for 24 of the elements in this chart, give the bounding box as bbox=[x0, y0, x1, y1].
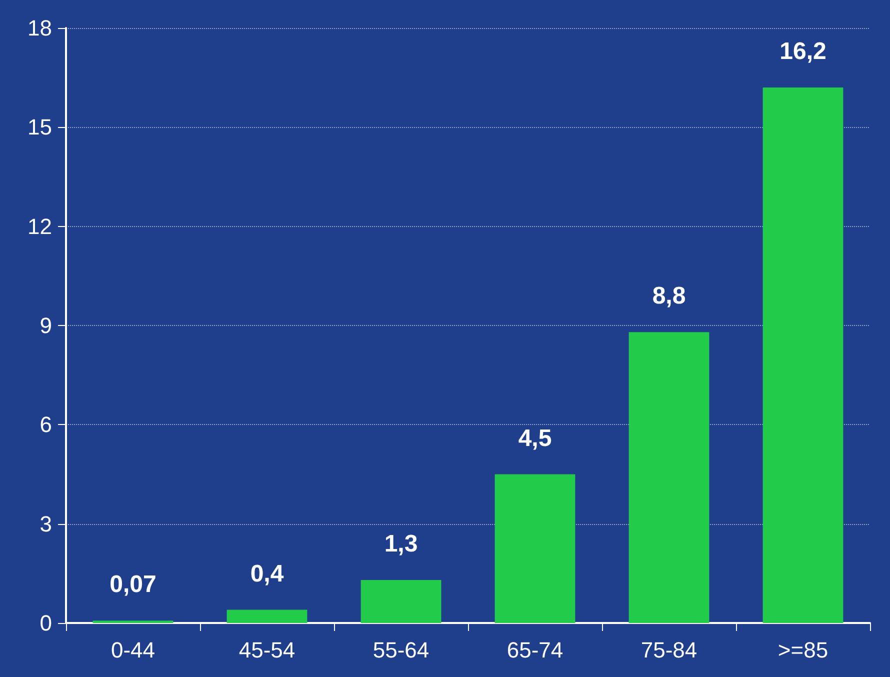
y-tick-label: 9 bbox=[40, 313, 52, 338]
y-tick-label: 18 bbox=[28, 16, 52, 40]
x-tick-label: 65-74 bbox=[506, 638, 564, 662]
data-label: 0,4 bbox=[250, 560, 284, 588]
bar bbox=[762, 88, 844, 623]
y-tick-label: 6 bbox=[40, 412, 52, 438]
data-label: 1,3 bbox=[384, 530, 418, 558]
x-tick-label: 45-54 bbox=[238, 638, 296, 662]
y-tick-label: 0 bbox=[40, 610, 52, 636]
data-label: 8,8 bbox=[652, 282, 686, 310]
x-tick-label: >=85 bbox=[778, 638, 828, 662]
bar bbox=[494, 474, 576, 623]
bar bbox=[628, 332, 710, 623]
x-tick-label: 55-64 bbox=[372, 638, 430, 662]
bar bbox=[360, 580, 442, 623]
data-label: 4,5 bbox=[518, 424, 552, 452]
y-tick-label: 15 bbox=[28, 114, 52, 140]
data-label: 0,07 bbox=[110, 571, 156, 598]
x-tick-label: 0-44 bbox=[110, 638, 156, 662]
bar bbox=[226, 610, 308, 623]
data-label: 16,2 bbox=[780, 38, 826, 65]
y-tick-label: 12 bbox=[28, 214, 52, 239]
y-tick-label: 3 bbox=[40, 511, 52, 536]
x-tick-label: 75-84 bbox=[640, 638, 698, 662]
